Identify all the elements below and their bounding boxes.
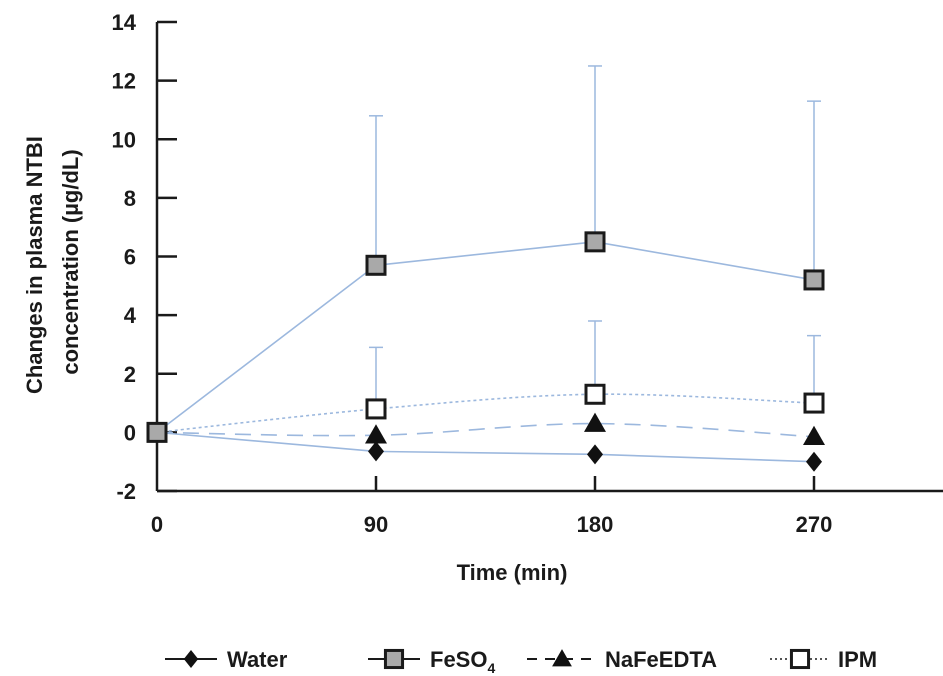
legend-label: Water <box>227 647 288 672</box>
series-line-feso- <box>156 241 815 434</box>
data-point-feso- <box>584 231 606 253</box>
legend-label: FeSO4 <box>430 647 495 676</box>
data-point-water <box>368 441 384 462</box>
legend-marker <box>183 650 199 668</box>
data-point-ipm <box>803 392 825 414</box>
x-tick-label: 90 <box>364 512 388 537</box>
y-tick-label: 0 <box>124 420 136 445</box>
y-axis-title-line-1: Changes in plasma NTBI <box>22 136 47 394</box>
data-point-water <box>587 444 603 465</box>
data-point-feso- <box>803 269 825 291</box>
x-axis-title: Time (min) <box>457 560 568 585</box>
legend-item: Water <box>165 647 288 672</box>
series-line-nafeedta <box>156 422 815 438</box>
legend-item: NaFeEDTA <box>527 647 717 672</box>
series-line-ipm <box>156 393 815 434</box>
y-tick-label: 10 <box>112 127 136 152</box>
series-line-water <box>156 431 815 463</box>
data-point-nafeedta <box>365 424 387 444</box>
data-point-ipm <box>365 398 387 420</box>
axes: -2 0 2 4 6 8 10 12 14 0 90 180 270 <box>112 10 943 537</box>
x-tick-label: 0 <box>151 512 163 537</box>
data-point-nafeedta <box>803 425 825 446</box>
data-point-nafeedta <box>584 412 606 432</box>
legend-item: IPM <box>770 647 877 672</box>
legend-marker <box>789 648 811 670</box>
y-tick-label: 12 <box>112 69 136 94</box>
y-tick-label: 14 <box>112 10 137 35</box>
x-tick-label: 270 <box>796 512 833 537</box>
legend-label: IPM <box>838 647 877 672</box>
data-point-water <box>806 451 822 472</box>
legend-marker <box>552 649 572 667</box>
y-tick-label: 2 <box>124 362 136 387</box>
legend-marker <box>383 648 405 670</box>
legend-item: FeSO4 <box>368 647 495 676</box>
legend-label: NaFeEDTA <box>605 647 717 672</box>
x-tick-label: 180 <box>577 512 614 537</box>
data-point-ipm <box>584 383 606 405</box>
legend-label-subscript: 4 <box>487 660 495 676</box>
legend: Water FeSO4 NaFeEDTA IPM <box>165 647 877 676</box>
data-point-feso- <box>365 254 387 276</box>
y-tick-label: 8 <box>124 186 136 211</box>
y-tick-label: 6 <box>124 245 136 270</box>
series-markers <box>146 231 825 472</box>
error-bars <box>369 65 821 409</box>
y-tick-label: -2 <box>116 479 136 504</box>
y-tick-label: 4 <box>124 303 137 328</box>
y-axis-title: Changes in plasma NTBI concentration (µg… <box>22 130 83 394</box>
data-point-feso- <box>146 421 168 443</box>
series-lines <box>156 241 815 463</box>
y-axis-title-line-2: concentration (µg/dL) <box>58 149 83 374</box>
x-ticks: 0 90 180 270 <box>151 476 832 537</box>
